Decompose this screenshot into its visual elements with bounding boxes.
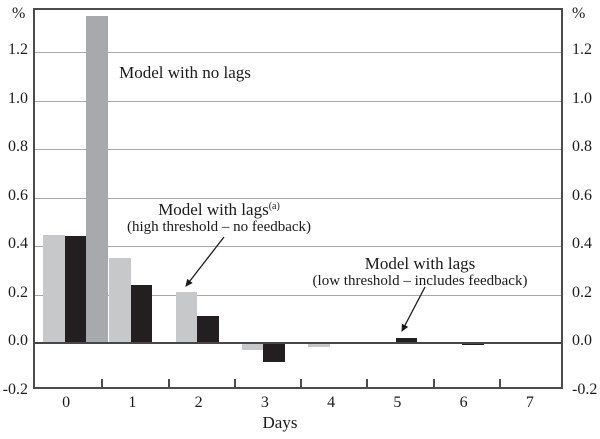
y-tick-label: 0.2 [8, 284, 28, 301]
gridline [35, 101, 561, 102]
y-tick-label: 0.8 [8, 138, 28, 155]
y-tick-label: -0.2 [572, 381, 598, 398]
zero-line [35, 342, 561, 344]
y-axis-unit-right: % [572, 5, 586, 22]
bar [86, 15, 108, 343]
x-axis-tick [168, 379, 170, 387]
x-tick-label: 4 [327, 394, 336, 411]
annotation-low-threshold-line2: (low threshold – includes feedback) [312, 273, 528, 289]
plot-area [33, 8, 563, 389]
bar [308, 343, 330, 347]
annotation-low-threshold: Model with lags (low threshold – include… [312, 254, 528, 289]
x-axis-tick [499, 379, 501, 387]
x-tick-label: 5 [393, 394, 402, 411]
bar [109, 258, 131, 343]
y-tick-label: 0.0 [572, 332, 592, 349]
y-tick-label: 1.0 [572, 90, 592, 107]
gridline [35, 198, 561, 199]
y-tick-label: 1.2 [572, 41, 592, 58]
bar [395, 338, 418, 343]
x-tick-label: 2 [194, 394, 203, 411]
x-tick-label: 6 [459, 394, 468, 411]
bar [241, 343, 264, 351]
x-tick-label: 3 [260, 394, 269, 411]
gridline [35, 149, 561, 150]
bar [64, 236, 86, 343]
x-axis-tick [300, 379, 302, 387]
annotation-no-lags: Model with no lags [119, 63, 251, 82]
annotation-low-threshold-line1: Model with lags [364, 254, 476, 273]
x-axis-title: Days [262, 413, 298, 432]
bar [197, 316, 219, 343]
x-axis-tick [101, 379, 103, 387]
gridline [35, 52, 561, 53]
bar [462, 343, 484, 346]
footnote-marker: (a) [268, 201, 280, 212]
annotation-high-threshold: Model with lags(a) (high threshold – no … [126, 200, 312, 235]
y-tick-label: 0.6 [572, 187, 592, 204]
gridline [35, 295, 561, 296]
y-axis-unit-left: % [12, 5, 26, 22]
gridline [35, 246, 561, 247]
x-tick-label: 7 [525, 394, 534, 411]
bar [43, 235, 65, 343]
x-axis-tick [234, 379, 236, 387]
y-tick-label: 1.2 [8, 41, 28, 58]
y-tick-label: 0.6 [8, 187, 28, 204]
bar [175, 292, 197, 343]
y-tick-label: 0.0 [8, 332, 28, 349]
x-axis-tick [366, 379, 368, 387]
x-tick-label: 0 [62, 394, 71, 411]
x-tick-label: 1 [128, 394, 137, 411]
y-tick-label: 0.2 [572, 284, 592, 301]
annotation-high-threshold-line2: (high threshold – no feedback) [126, 219, 312, 235]
x-axis-tick [433, 379, 435, 387]
y-tick-label: 1.0 [8, 90, 28, 107]
y-tick-label: 0.4 [572, 235, 592, 252]
y-tick-label: -0.2 [2, 381, 28, 398]
y-tick-label: 0.4 [8, 235, 28, 252]
y-tick-label: 0.8 [572, 138, 592, 155]
annotation-high-threshold-line1: Model with lags(a) [158, 200, 280, 219]
bar [130, 284, 153, 343]
bar [263, 343, 285, 363]
